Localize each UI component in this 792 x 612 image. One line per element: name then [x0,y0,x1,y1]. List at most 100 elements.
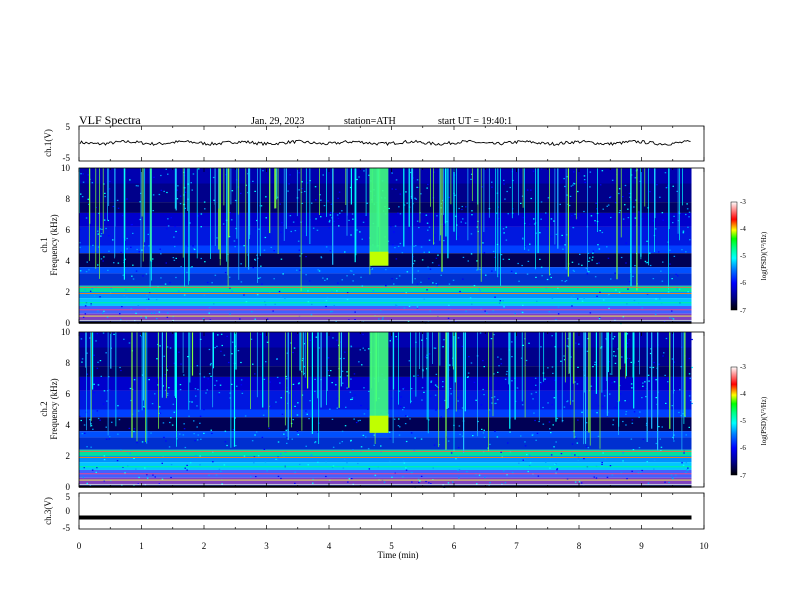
spectrogram-speckle [312,478,314,480]
spectrogram-speckle [344,251,346,253]
spectrogram-speckle [624,400,626,402]
spectrogram-speckle [331,310,333,312]
spectrogram-speckle [362,221,365,223]
spectrogram-speckle [683,452,685,454]
spectrogram-speckle [193,248,196,251]
spectrogram-speckle [598,262,600,264]
spectrogram-speckle [398,418,400,420]
spectrogram-speckle [137,185,139,187]
spectrogram-speckle [588,271,590,273]
ch1-waveform-trace [79,139,691,147]
spectrogram-speckle [113,262,115,264]
spectrogram-speckle [182,434,185,436]
spectrogram-speckle [491,402,493,404]
spectrogram-speckle [339,358,341,360]
spectrogram-speckle [150,432,152,434]
spectrogram-speckle [292,419,294,421]
spectrogram-speckle [483,436,486,438]
spectrogram-speckle [483,394,485,396]
spectrogram-speckle [509,186,511,189]
spectrogram-speckle [347,481,349,483]
spectrogram-speckle [548,311,551,313]
spectrogram-speckle [160,277,162,279]
spectrogram-speckle [166,394,169,396]
spectrogram-speckle [609,196,611,199]
spectrogram-speckle [645,396,647,398]
ch2-colorbar-ramp [730,366,738,476]
spectrogram-speckle [243,455,246,457]
spectrogram-speckle [484,476,486,479]
spectrogram-speckle [597,435,600,437]
spectrogram-speckle [325,246,328,248]
spectrogram-speckle [417,270,419,272]
spectrogram-speckle [403,307,406,309]
ch2-freq-tick-8: 8 [66,358,71,368]
spectrogram-speckle [95,471,97,473]
spectrogram-speckle [165,440,167,442]
spectrogram-speckle [435,409,437,411]
spectrogram-speckle [234,345,237,347]
spectrogram-speckle [252,363,254,365]
spectrogram-speckle [577,419,579,421]
spectrogram-speckle [467,376,469,378]
spectrogram-speckle [231,341,234,343]
spectrogram-speckle [239,318,241,320]
spectrogram-speckle [150,312,153,314]
spectrogram-speckle [566,401,568,403]
spectrogram-speckle [476,483,478,485]
ch2-freq-tick-0: 0 [66,482,71,492]
spectrogram-speckle [256,219,258,222]
spectrogram-speckle [599,230,601,232]
spectrogram-speckle [459,433,461,435]
spectrogram-speckle [190,266,192,269]
spectrogram-speckle [458,207,460,210]
spectrogram-speckle [128,342,131,344]
spectrogram-speckle [595,477,598,479]
spectrogram-speckle [137,483,139,485]
spectrogram-speckle [394,247,396,249]
spectrogram-speckle [97,417,100,420]
spectrogram-speckle [264,304,267,306]
spectrogram-speckle [184,446,187,449]
spectrogram-speckle [403,462,406,464]
spectrogram-speckle [672,318,675,320]
spectrogram-speckle [529,243,531,245]
spectrogram-speckle [647,261,649,264]
spectrogram-speckle [470,178,472,180]
spectrogram-speckle [320,199,322,201]
spectrogram-speckle [304,190,306,193]
spectrogram-speckle [447,317,450,319]
spectrogram-speckle [203,201,206,203]
spectrogram-speckle [308,280,311,282]
spectrogram-speckle [434,394,437,396]
spectrogram-speckle [391,397,393,400]
spectrogram-speckle [301,202,304,204]
spectrogram-speckle [588,260,590,262]
spectrogram-speckle [627,217,630,219]
spectrogram-speckle [564,244,566,246]
spectrogram-speckle [671,477,674,479]
spectrogram-speckle [332,446,335,448]
spectrogram-speckle [169,282,171,284]
spectrogram-speckle [166,369,168,371]
spectrogram-speckle [624,184,627,187]
spectrogram-speckle [146,474,148,476]
spectrogram-speckle [425,214,428,216]
spectrogram-speckle [420,193,422,195]
spectrogram-speckle [591,259,593,261]
spectrogram-speckle [170,217,172,219]
spectrogram-speckle [457,236,459,238]
spectrogram-speckle [548,421,551,423]
spectrogram-speckle [579,253,581,255]
spectrogram-speckle [336,407,338,409]
spectrogram-speckle [620,256,623,259]
spectrogram-speckle [589,312,592,314]
spectrogram-speckle [280,477,282,480]
spectrogram-speckle [441,199,444,202]
spectrogram-speckle [263,249,266,251]
spectrogram-speckle [428,353,431,355]
spectrogram-speckle [99,360,102,362]
spectrogram-speckle [172,315,174,318]
spectrogram-speckle [231,353,233,355]
spectrogram-speckle [138,251,140,253]
